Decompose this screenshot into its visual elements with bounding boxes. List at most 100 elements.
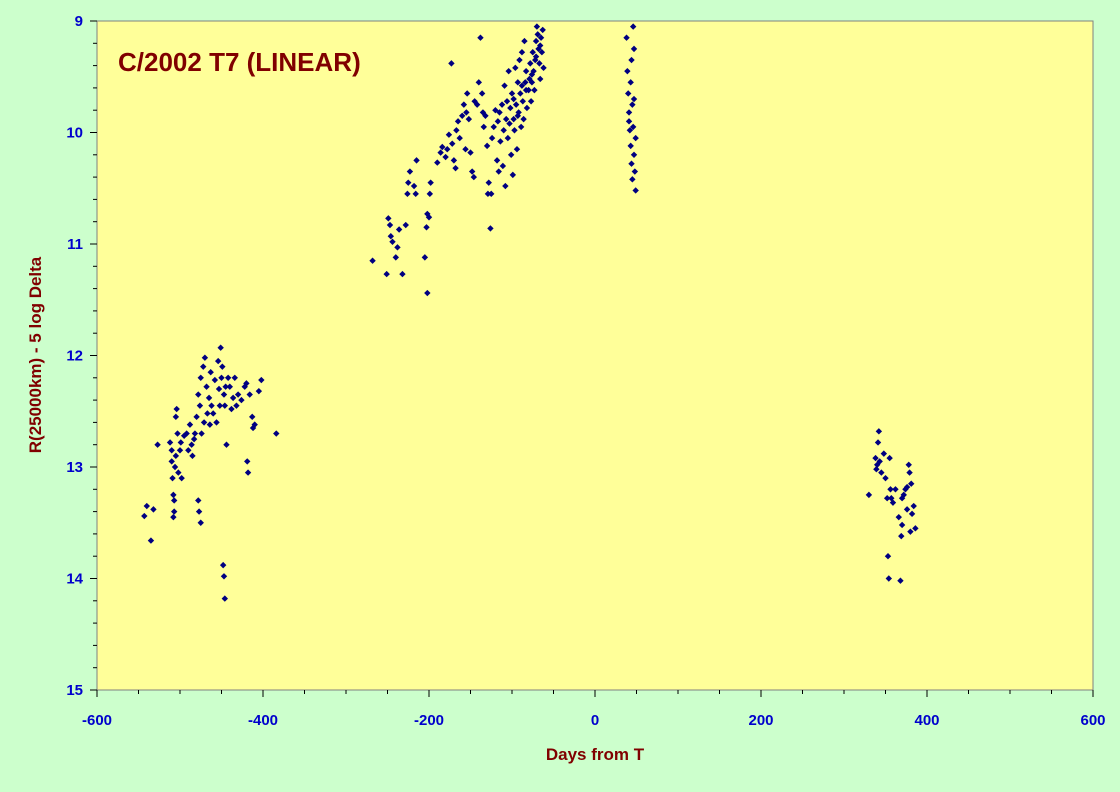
data-point — [537, 34, 545, 41]
data-point — [170, 497, 178, 504]
data-point — [527, 98, 535, 105]
data-point — [244, 458, 251, 465]
x-tick-label: -600 — [82, 712, 112, 729]
data-point — [427, 179, 434, 186]
data-point — [629, 176, 636, 183]
y-tick-label: 9 — [75, 13, 83, 30]
data-point — [389, 238, 396, 245]
data-point — [405, 179, 412, 186]
data-point — [154, 441, 161, 448]
data-point — [522, 79, 529, 86]
data-point — [214, 357, 222, 365]
data-point — [251, 421, 258, 428]
data-point — [172, 413, 180, 421]
data-point — [623, 34, 630, 41]
data-point — [196, 402, 204, 409]
data-point — [462, 146, 469, 153]
data-point — [425, 214, 433, 221]
data-point — [509, 171, 517, 179]
data-point — [437, 149, 444, 156]
plot-area — [96, 20, 1094, 691]
data-point — [168, 447, 175, 454]
data-point — [217, 344, 224, 351]
data-point — [387, 232, 395, 240]
data-point — [517, 123, 525, 131]
data-point — [502, 182, 509, 190]
data-point — [463, 109, 470, 116]
data-point — [884, 553, 892, 560]
data-point — [625, 118, 633, 125]
data-point — [193, 413, 200, 421]
data-point — [480, 123, 487, 131]
data-point — [538, 49, 546, 56]
data-point — [434, 159, 441, 166]
data-point — [905, 461, 912, 468]
data-point — [507, 151, 515, 158]
data-point — [465, 115, 473, 123]
data-point — [625, 90, 632, 97]
data-point — [178, 474, 185, 482]
data-point — [177, 439, 185, 446]
data-point — [169, 474, 176, 482]
data-point — [889, 499, 897, 506]
data-point — [519, 98, 526, 105]
data-point — [628, 56, 635, 64]
data-point — [450, 157, 458, 164]
data-point — [448, 60, 455, 67]
data-point — [631, 168, 639, 175]
data-point — [174, 430, 181, 437]
y-tick-label: 12 — [66, 348, 83, 365]
data-point — [482, 112, 489, 119]
data-point — [412, 190, 419, 198]
data-point — [207, 369, 214, 376]
data-point — [234, 391, 242, 398]
data-point — [513, 146, 521, 153]
data-point — [394, 244, 401, 251]
data-point — [912, 525, 919, 532]
data-point — [522, 67, 530, 75]
data-point — [395, 226, 403, 233]
data-point — [170, 513, 177, 521]
data-point — [228, 405, 235, 413]
data-point — [886, 454, 893, 462]
data-point — [533, 23, 541, 30]
data-point — [895, 513, 902, 521]
data-point — [878, 469, 885, 476]
data-point — [502, 115, 510, 123]
data-point — [442, 153, 449, 161]
data-point — [504, 134, 512, 142]
data-point — [200, 363, 207, 370]
data-point — [483, 142, 491, 150]
data-point — [244, 469, 252, 476]
data-point — [488, 134, 496, 142]
data-point — [528, 71, 536, 78]
data-point — [626, 127, 634, 134]
data-point — [467, 149, 474, 156]
data-point — [470, 173, 478, 181]
data-point — [385, 215, 392, 222]
data-point — [221, 402, 229, 409]
data-point — [188, 441, 195, 448]
data-point — [444, 146, 451, 153]
data-point — [189, 452, 196, 460]
data-point — [874, 461, 881, 468]
data-point — [402, 221, 409, 229]
x-axis-title: Days from T — [546, 745, 645, 764]
data-point — [865, 491, 873, 499]
data-point — [186, 421, 194, 428]
data-point — [201, 354, 209, 361]
data-point — [456, 134, 463, 142]
data-point — [445, 131, 453, 138]
data-point — [514, 79, 522, 86]
data-point — [449, 140, 456, 147]
data-point — [172, 452, 180, 460]
data-point — [510, 95, 517, 103]
data-point — [216, 402, 224, 409]
data-point — [493, 157, 501, 164]
data-point — [500, 127, 507, 134]
data-point — [508, 90, 516, 97]
data-point — [233, 402, 240, 409]
data-point — [198, 430, 205, 437]
